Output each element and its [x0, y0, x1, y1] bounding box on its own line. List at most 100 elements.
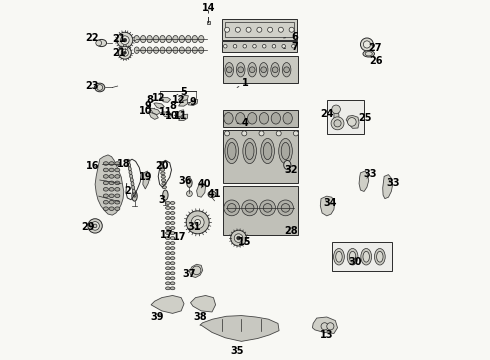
Text: 19: 19 [139, 172, 152, 182]
Circle shape [281, 203, 290, 212]
Circle shape [263, 203, 272, 212]
Polygon shape [151, 296, 184, 314]
Ellipse shape [160, 47, 165, 53]
Circle shape [272, 67, 278, 73]
Ellipse shape [377, 251, 383, 262]
Circle shape [245, 203, 254, 212]
Ellipse shape [109, 194, 114, 198]
Circle shape [186, 211, 209, 234]
Ellipse shape [166, 226, 170, 229]
Ellipse shape [166, 267, 170, 270]
Ellipse shape [236, 113, 245, 124]
Polygon shape [175, 110, 184, 117]
Ellipse shape [132, 185, 135, 190]
Bar [332, 242, 392, 271]
Ellipse shape [199, 47, 204, 53]
Circle shape [327, 323, 334, 330]
Circle shape [238, 67, 244, 73]
Ellipse shape [170, 237, 175, 239]
Text: 23: 23 [85, 81, 98, 91]
Ellipse shape [281, 143, 290, 159]
Bar [223, 56, 298, 83]
Ellipse shape [141, 47, 146, 53]
Ellipse shape [161, 179, 166, 182]
Circle shape [195, 220, 200, 225]
Bar [224, 22, 294, 37]
Ellipse shape [133, 193, 136, 197]
Text: 17: 17 [173, 232, 187, 242]
Polygon shape [178, 95, 188, 101]
Ellipse shape [153, 36, 159, 42]
Ellipse shape [170, 226, 175, 229]
Ellipse shape [374, 248, 385, 265]
Text: 11: 11 [173, 111, 187, 121]
Ellipse shape [279, 139, 293, 163]
Circle shape [253, 44, 256, 48]
Text: 8: 8 [147, 95, 153, 105]
Text: 16: 16 [86, 161, 99, 171]
Ellipse shape [130, 178, 133, 182]
Ellipse shape [166, 242, 170, 244]
Circle shape [268, 27, 272, 32]
Ellipse shape [115, 207, 120, 211]
Ellipse shape [224, 113, 233, 124]
Ellipse shape [187, 179, 192, 187]
Ellipse shape [170, 242, 175, 244]
Circle shape [334, 120, 341, 127]
Ellipse shape [162, 186, 167, 189]
Ellipse shape [271, 63, 279, 77]
Ellipse shape [166, 282, 170, 285]
Ellipse shape [363, 251, 369, 262]
Text: 4: 4 [237, 118, 248, 128]
Ellipse shape [166, 257, 170, 260]
Circle shape [282, 44, 286, 48]
Ellipse shape [166, 222, 170, 225]
Ellipse shape [259, 113, 269, 124]
Ellipse shape [115, 201, 120, 204]
Circle shape [331, 117, 344, 130]
Polygon shape [196, 183, 205, 197]
Ellipse shape [263, 143, 272, 159]
Circle shape [224, 131, 230, 136]
Circle shape [192, 266, 201, 275]
Ellipse shape [160, 168, 165, 171]
Ellipse shape [167, 47, 172, 53]
Ellipse shape [170, 267, 175, 270]
Text: 12: 12 [151, 93, 165, 103]
Ellipse shape [179, 36, 185, 42]
Ellipse shape [103, 175, 108, 178]
Text: 33: 33 [363, 168, 376, 179]
Text: 39: 39 [150, 312, 164, 322]
Text: 37: 37 [183, 269, 196, 279]
Text: 22: 22 [85, 33, 98, 43]
Ellipse shape [103, 194, 108, 198]
Ellipse shape [128, 167, 131, 171]
Polygon shape [359, 171, 368, 192]
Ellipse shape [160, 36, 165, 42]
Circle shape [235, 27, 240, 32]
Ellipse shape [160, 165, 164, 168]
Ellipse shape [227, 143, 236, 159]
Ellipse shape [282, 63, 291, 77]
Ellipse shape [103, 162, 108, 165]
Ellipse shape [115, 175, 120, 178]
Text: 40: 40 [198, 179, 212, 189]
Ellipse shape [208, 191, 216, 198]
Text: 26: 26 [369, 56, 383, 66]
Ellipse shape [170, 277, 175, 280]
Polygon shape [191, 296, 216, 312]
Text: 14: 14 [202, 3, 215, 13]
Ellipse shape [170, 262, 175, 265]
Ellipse shape [132, 189, 135, 193]
Text: 2: 2 [124, 186, 135, 197]
Circle shape [234, 234, 243, 242]
Text: 24: 24 [320, 109, 334, 119]
Ellipse shape [170, 202, 175, 204]
Circle shape [223, 44, 227, 48]
Circle shape [123, 39, 126, 42]
Ellipse shape [103, 181, 108, 185]
Circle shape [243, 44, 246, 48]
Text: 5: 5 [177, 87, 187, 97]
Circle shape [242, 131, 247, 136]
Ellipse shape [170, 217, 175, 220]
